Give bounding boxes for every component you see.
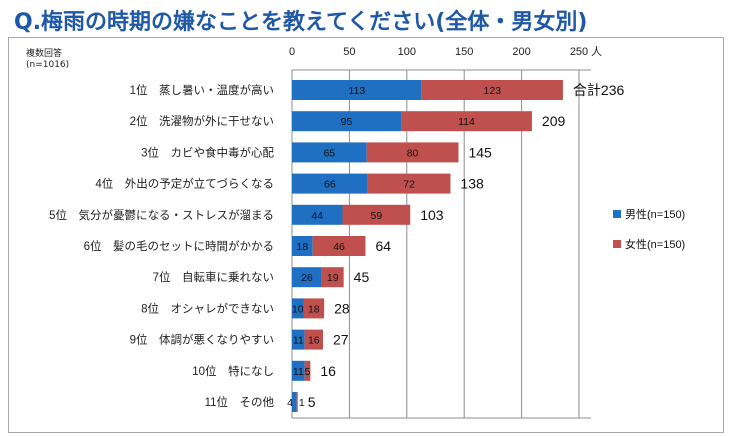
- bar-female: [366, 142, 459, 163]
- category-label: 11位 その他: [205, 395, 275, 409]
- value-label-female: 123: [484, 85, 502, 97]
- value-label-male: 44: [311, 210, 323, 222]
- total-label: 145: [468, 144, 492, 160]
- bar-male: [292, 204, 343, 225]
- value-label-male: 11: [293, 335, 304, 347]
- total-label: 5: [308, 394, 316, 410]
- value-label-male: 4: [287, 397, 293, 409]
- bar-male: [292, 267, 322, 288]
- legend-label-male: 男性(n=150): [625, 207, 685, 221]
- total-label: 64: [375, 238, 391, 254]
- category-label: 3位 カビや食中毒が心配: [141, 145, 274, 159]
- category-label: 8位 オシャレができない: [141, 301, 274, 315]
- value-label-female: 114: [458, 116, 475, 128]
- x-tick-label: 100: [398, 46, 416, 58]
- bar-female: [304, 360, 311, 381]
- bar-female: [312, 236, 366, 256]
- total-label: 103: [420, 207, 444, 223]
- bar-male: [292, 142, 367, 163]
- category-label: 1位 蒸し暑い・温度が高い: [130, 83, 274, 97]
- x-tick-label: 200: [512, 46, 530, 58]
- value-label-female: 5: [305, 366, 311, 378]
- sample-size-note: (n=1016): [26, 60, 70, 70]
- bar-male: [292, 236, 313, 256]
- bar-male: [292, 173, 368, 194]
- bar-female: [321, 267, 344, 288]
- bar-male: [292, 298, 304, 319]
- total-label: 209: [542, 113, 566, 129]
- total-label: 28: [334, 300, 350, 316]
- category-label: 4位 外出の予定が立てづらくなる: [95, 177, 274, 191]
- chart-frame: [8, 37, 724, 433]
- value-label-female: 80: [407, 147, 419, 159]
- value-label-female: 16: [308, 335, 320, 347]
- value-label-female: 18: [308, 303, 320, 315]
- x-tick-label: 0: [289, 46, 295, 58]
- bar-female: [303, 298, 325, 319]
- bar-female: [296, 392, 298, 412]
- value-label-male: 66: [324, 179, 336, 191]
- bar-female: [342, 204, 411, 225]
- legend-swatch-male: [613, 210, 621, 218]
- value-label-male: 26: [301, 272, 313, 284]
- bar-male: [292, 80, 422, 100]
- value-label-male: 113: [348, 85, 365, 97]
- value-label-female: 46: [333, 241, 345, 253]
- category-label: 2位 洗濯物が外に干せない: [130, 114, 274, 128]
- value-label-male: 95: [341, 116, 353, 128]
- value-label-female: 1: [299, 397, 305, 409]
- bar-male: [292, 392, 297, 412]
- category-label: 10位 特になし: [192, 364, 274, 378]
- legend-label-female: 女性(n=150): [625, 237, 685, 251]
- x-tick-label: 250: [570, 46, 588, 58]
- value-label-male: 11: [293, 366, 304, 378]
- total-label: 138: [460, 176, 484, 192]
- value-label-female: 72: [403, 179, 415, 191]
- bar-male: [292, 329, 305, 350]
- x-tick-label: 150: [455, 46, 473, 58]
- bar-female: [367, 173, 451, 194]
- bar-female: [421, 80, 563, 100]
- chart-title: Q.梅雨の時期の嫌なことを教えてください(全体・男女別): [14, 10, 588, 35]
- x-axis-unit: 人: [591, 45, 602, 58]
- value-label-male: 10: [292, 303, 304, 315]
- total-label: 16: [320, 363, 336, 379]
- category-label: 6位 髪の毛のセットに時間がかかる: [84, 239, 274, 253]
- value-label-female: 19: [327, 272, 339, 284]
- bar-male: [292, 360, 305, 381]
- value-label-female: 59: [371, 210, 383, 222]
- value-label-male: 65: [323, 147, 335, 159]
- value-label-male: 18: [296, 241, 308, 253]
- response-type-note: 複数回答: [26, 49, 63, 59]
- bar-female: [401, 111, 532, 132]
- category-label: 5位 気分が憂鬱になる・ストレスが溜まる: [49, 208, 274, 222]
- total-label: 合計236: [573, 82, 625, 98]
- x-tick-label: 50: [343, 46, 355, 58]
- category-label: 9位 体調が悪くなりやすい: [130, 333, 274, 347]
- bar-male: [292, 111, 402, 132]
- bar-female: [304, 329, 323, 350]
- total-label: 45: [354, 269, 370, 285]
- legend-swatch-female: [613, 240, 621, 248]
- category-label: 7位 自転車に乗れない: [153, 270, 274, 284]
- total-label: 27: [333, 332, 349, 348]
